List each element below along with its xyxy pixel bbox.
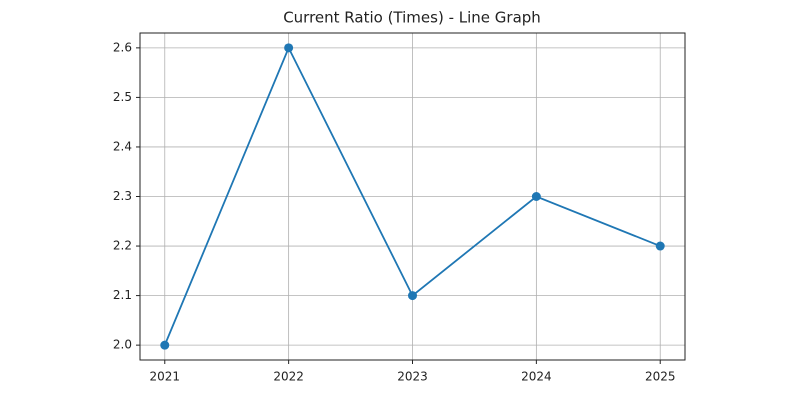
- y-tick-label: 2.0: [113, 338, 132, 352]
- y-tick-label: 2.4: [113, 139, 132, 153]
- x-tick-label: 2021: [149, 370, 180, 384]
- y-tick-label: 2.2: [113, 239, 132, 253]
- data-point: [284, 43, 294, 53]
- y-tick-label: 2.3: [113, 189, 132, 203]
- x-tick-label: 2025: [645, 370, 676, 384]
- x-tick-label: 2024: [521, 370, 552, 384]
- data-point: [531, 192, 541, 201]
- y-tick-label: 2.6: [113, 40, 132, 54]
- plot-frame: [139, 32, 686, 361]
- x-tick-label: 2022: [273, 370, 304, 384]
- chart-title: Current Ratio (Times) - Line Graph: [283, 9, 541, 27]
- y-tick-label: 2.1: [113, 288, 132, 302]
- data-point: [655, 241, 665, 251]
- data-point: [408, 291, 417, 301]
- x-tick-label: 2023: [397, 370, 428, 384]
- data-point: [160, 340, 170, 350]
- y-tick-label: 2.5: [113, 90, 132, 104]
